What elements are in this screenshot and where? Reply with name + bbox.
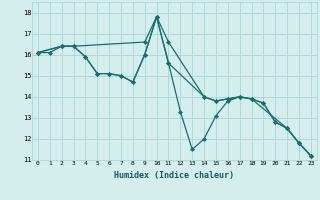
X-axis label: Humidex (Indice chaleur): Humidex (Indice chaleur) bbox=[115, 171, 234, 180]
